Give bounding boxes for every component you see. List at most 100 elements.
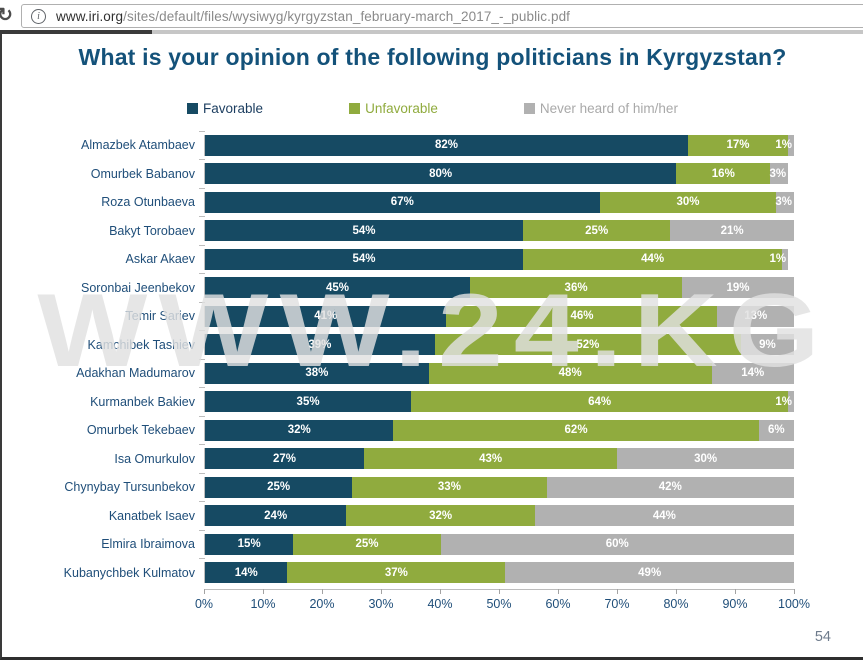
x-axis-spacer xyxy=(12,589,204,615)
row-label: Kubanychbek Kulmatov xyxy=(63,565,195,580)
bar-value-label: 32% xyxy=(287,424,311,437)
bar-value-label: 1% xyxy=(775,395,792,408)
bar-value-label: 39% xyxy=(308,338,332,351)
bar-value-label: 52% xyxy=(576,338,600,351)
legend-swatch-icon xyxy=(187,103,199,114)
bar-segment-favorable: 27% xyxy=(205,448,365,470)
chart-row: Askar Akaev 54% 44% 1% xyxy=(12,244,863,274)
bar-segment-unfavorable: 44% xyxy=(523,248,783,270)
legend: Favorable Unfavorable Never heard of him/h… xyxy=(2,101,863,116)
bar-segment-unfavorable: 17% xyxy=(687,134,789,156)
row-bars: 54% 25% 21% xyxy=(199,216,794,242)
chart-row: Omurbek Tekebaev 32% 62% 6% xyxy=(12,415,863,445)
x-axis-tick xyxy=(794,589,795,594)
bar-segment-never-heard: 60% xyxy=(440,533,794,555)
row-bars: 67% 30% 3% xyxy=(199,187,794,213)
x-axis: 0% 10% 20% 30% 40% 50% 60% 70% 80% 90% 100% xyxy=(195,589,810,615)
bar-value-label: 33% xyxy=(437,481,461,494)
x-axis-row: 0% 10% 20% 30% 40% 50% 60% 70% 80% 90% 100% xyxy=(12,589,863,615)
x-axis-tick-label: 20% xyxy=(309,597,335,611)
bar-segment-unfavorable: 48% xyxy=(428,362,712,384)
bar-value-label: 60% xyxy=(605,538,629,551)
x-axis-tick-label: 60% xyxy=(545,597,571,611)
x-axis-tick xyxy=(499,589,500,594)
bar-segment-unfavorable: 36% xyxy=(470,277,683,299)
chart-row: Adakhan Madumarov 38% 48% 14% xyxy=(12,358,863,388)
row-label: Askar Akaev xyxy=(125,252,195,267)
bar-segment-favorable: 41% xyxy=(205,305,447,327)
row-label: Almazbek Atambaev xyxy=(81,138,195,153)
legend-swatch-icon xyxy=(523,103,535,114)
row-label: Omurbek Babanov xyxy=(90,166,195,181)
row-bars: 41% 46% 13% xyxy=(199,301,794,327)
bar-segment-favorable: 45% xyxy=(205,277,471,299)
bar-segment-never-heard: 13% xyxy=(717,305,794,327)
bar-value-label: 30% xyxy=(676,196,700,209)
row-bars: 14% 37% 49% xyxy=(199,558,794,584)
url-text: www.iri.org/sites/default/files/wysiwyg/… xyxy=(56,9,570,24)
bar-value-label: 15% xyxy=(237,538,261,551)
bar-value-label: 25% xyxy=(585,224,609,237)
row-bars: 35% 64% 1% xyxy=(199,387,794,413)
row-bars: 45% 36% 19% xyxy=(199,273,794,299)
row-label: Adakhan Madumarov xyxy=(76,366,195,381)
bar-segment-favorable: 54% xyxy=(205,220,524,242)
row-bars: 38% 48% 14% xyxy=(199,358,794,384)
chart-row: Chynybay Tursunbekov 25% 33% 42% xyxy=(12,472,863,502)
bar-segment-favorable: 38% xyxy=(205,362,429,384)
bar-value-label: 43% xyxy=(479,452,503,465)
bar-segment-unfavorable: 64% xyxy=(411,391,789,413)
x-axis-tick xyxy=(263,589,264,594)
bar-segment-never-heard: 3% xyxy=(769,163,789,185)
row-label: Chynybay Tursunbekov xyxy=(64,480,195,495)
chart-row: Elmira Ibraimova 15% 25% 60% xyxy=(12,529,863,559)
bar-segment-never-heard: 19% xyxy=(682,277,794,299)
row-label: Soronbai Jeenbekov xyxy=(81,280,195,295)
row-bars: 82% 17% 1% xyxy=(199,130,794,156)
bar-segment-never-heard: 42% xyxy=(546,476,794,498)
bar-segment-favorable: 80% xyxy=(205,163,677,185)
bar-segment-never-heard: 6% xyxy=(758,419,794,441)
bar-value-label: 62% xyxy=(564,424,588,437)
bar-value-label: 35% xyxy=(296,395,320,408)
bar-segment-favorable: 32% xyxy=(205,419,394,441)
bar-segment-unfavorable: 25% xyxy=(523,220,671,242)
chart-row: Soronbai Jeenbekov 45% 36% 19% xyxy=(12,273,863,303)
bar-segment-never-heard: 1% xyxy=(775,391,794,413)
bar-value-label: 25% xyxy=(355,538,379,551)
chart-row: Kurmanbek Bakiev 35% 64% 1% xyxy=(12,387,863,417)
bar-segment-unfavorable: 25% xyxy=(293,533,441,555)
chart-row: Isa Omurkulov 27% 43% 30% xyxy=(12,444,863,474)
bar-value-label: 3% xyxy=(769,167,787,180)
x-axis-tick-label: 30% xyxy=(368,597,394,611)
row-label: Kurmanbek Bakiev xyxy=(90,394,195,409)
legend-label: Unfavorable xyxy=(365,101,438,116)
row-label: Kanatbek Isaev xyxy=(108,508,195,523)
chart-row: Temir Sariev 41% 46% 13% xyxy=(12,301,863,331)
bar-value-label: 42% xyxy=(658,481,682,494)
bar-value-label: 44% xyxy=(652,509,676,522)
x-axis-tick xyxy=(617,589,618,594)
url-input[interactable]: i www.iri.org/sites/default/files/wysiwy… xyxy=(21,4,863,28)
bar-segment-never-heard: 44% xyxy=(534,505,794,527)
bar-value-label: 1% xyxy=(775,139,792,152)
x-axis-tick xyxy=(735,589,736,594)
bar-segment-unfavorable: 16% xyxy=(676,163,771,185)
bar-value-label: 49% xyxy=(638,566,662,579)
bar-value-label: 41% xyxy=(314,310,338,323)
reload-button[interactable]: ↻ xyxy=(0,5,13,26)
bar-value-label: 38% xyxy=(305,367,329,380)
bar-value-label: 9% xyxy=(759,338,776,351)
info-icon[interactable]: i xyxy=(31,8,46,24)
bar-segment-unfavorable: 37% xyxy=(287,562,506,584)
legend-item: Favorable xyxy=(187,101,263,116)
chart-rows: Almazbek Atambaev 82% 17% 1% Omurbek Babanov… xyxy=(12,130,863,587)
x-axis-tick-label: 90% xyxy=(722,597,748,611)
x-axis-tick xyxy=(440,589,441,594)
row-label: Bakyt Torobaev xyxy=(109,223,195,238)
bar-segment-unfavorable: 43% xyxy=(364,448,618,470)
chart-row: Kanatbek Isaev 24% 32% 44% xyxy=(12,501,863,531)
page-title: What is your opinion of the following po… xyxy=(78,44,787,70)
toolbar-divider xyxy=(0,30,863,34)
x-axis-tick xyxy=(558,589,559,594)
